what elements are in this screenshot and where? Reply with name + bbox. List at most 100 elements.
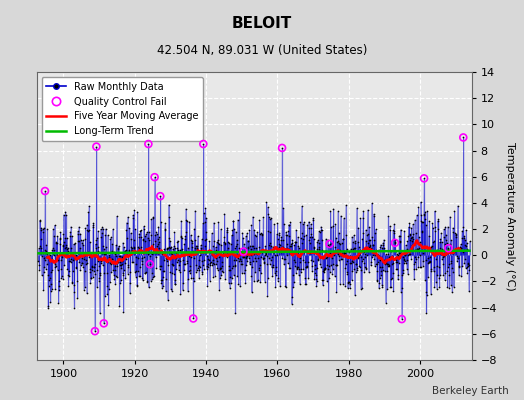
Point [460,260,468,266]
Point [69,268,77,274]
Point [278,145,286,151]
Point [459,134,467,141]
Point [57,257,65,263]
Point [354,254,362,261]
Point [154,224,162,230]
Point [201,218,209,225]
Point [275,240,283,247]
Point [456,244,464,251]
Point [210,261,219,268]
Point [89,222,97,228]
Point [38,253,46,259]
Point [387,283,395,290]
Point [308,263,316,270]
Point [95,310,104,317]
Point [320,268,328,275]
Point [166,245,174,252]
Point [450,247,458,253]
Point [236,283,244,290]
Point [380,261,389,267]
Point [410,266,419,272]
Point [134,273,143,279]
Point [342,261,351,268]
Point [424,260,432,266]
Point [184,245,192,252]
Point [418,262,427,269]
Point [246,246,255,252]
Point [272,264,281,270]
Point [334,208,342,215]
Point [464,260,472,266]
Point [95,275,104,282]
Point [158,251,167,258]
Point [144,141,152,147]
Point [239,270,248,276]
Point [385,262,393,269]
Point [265,214,274,220]
Point [313,246,322,252]
Point [396,239,404,246]
Point [239,254,247,260]
Point [295,266,303,272]
Point [457,245,465,251]
Point [359,248,368,255]
Point [161,220,169,226]
Point [296,219,304,225]
Point [307,231,315,238]
Point [433,263,441,270]
Point [225,262,234,269]
Point [213,264,222,271]
Point [242,254,250,261]
Point [83,222,91,228]
Point [384,251,392,257]
Point [177,218,185,224]
Point [69,252,77,259]
Point [271,268,280,274]
Point [217,242,226,248]
Point [74,238,82,244]
Point [424,232,433,239]
Point [369,241,377,248]
Point [331,221,340,228]
Point [289,278,298,285]
Point [204,255,212,262]
Point [216,275,224,281]
Point [129,214,137,221]
Point [160,226,169,232]
Point [240,254,248,260]
Point [299,256,307,263]
Point [451,230,459,236]
Point [458,249,467,255]
Point [146,261,154,267]
Point [239,248,248,255]
Point [164,245,172,251]
Point [149,214,157,220]
Point [342,246,351,252]
Point [138,277,147,284]
Point [391,240,399,246]
Point [302,264,311,270]
Point [75,245,84,251]
Point [53,267,62,273]
Point [257,230,265,236]
Point [284,227,292,234]
Point [189,255,198,261]
Point [326,268,334,275]
Point [283,245,291,251]
Point [229,218,237,224]
Point [219,269,227,275]
Point [253,249,261,255]
Point [118,270,127,277]
Point [454,272,463,279]
Point [160,256,168,263]
Point [49,250,57,256]
Point [48,266,57,273]
Point [233,216,242,223]
Point [394,252,402,258]
Point [178,235,186,241]
Point [246,258,254,265]
Point [339,281,347,287]
Point [327,262,335,269]
Point [360,260,368,266]
Point [349,259,357,265]
